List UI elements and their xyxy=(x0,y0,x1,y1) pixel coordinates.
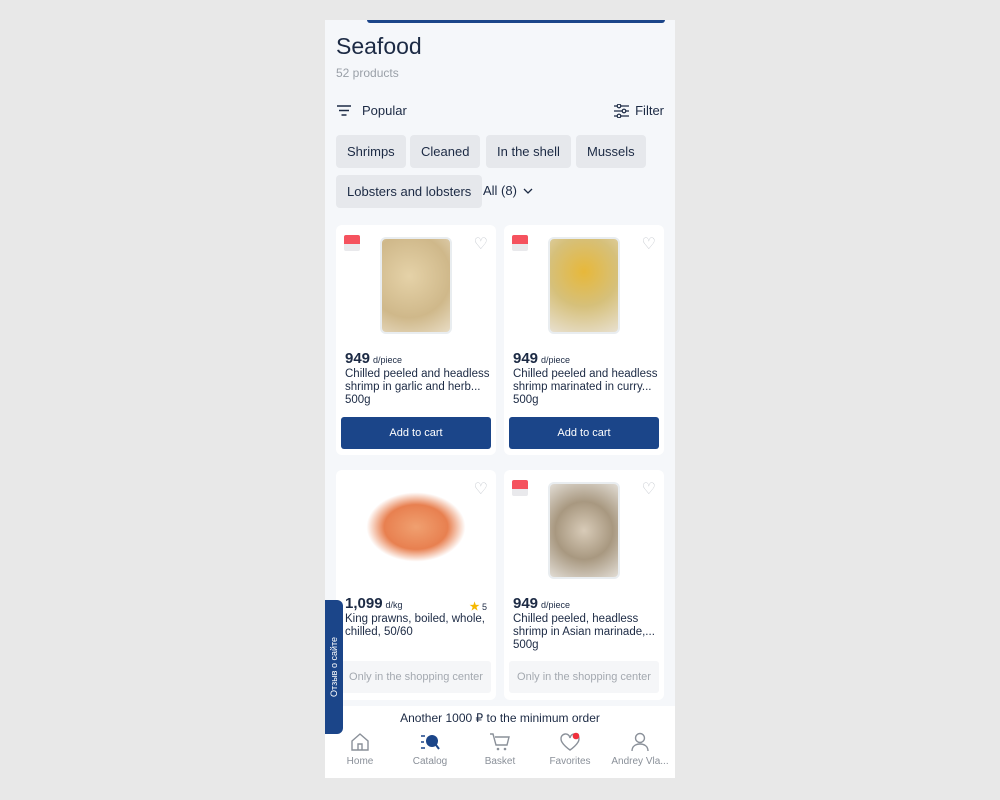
nav-basket[interactable]: Basket xyxy=(465,732,535,767)
catalog-icon xyxy=(421,735,440,750)
add-to-cart-button[interactable]: Add to cart xyxy=(341,417,491,449)
nav-favorites[interactable]: Favorites xyxy=(535,732,605,767)
product-card[interactable]: ♡ 949 d/piece Chilled peeled and headless… xyxy=(336,225,496,455)
min-order-notice: Another 1000 ₽ to the minimum order xyxy=(400,711,600,725)
product-name: Chilled peeled and headless shrimp marin… xyxy=(513,368,658,406)
filter-label: Filter xyxy=(635,103,664,118)
nav-home[interactable]: Home xyxy=(325,732,395,767)
product-image xyxy=(548,237,620,334)
all-label: All (8) xyxy=(483,183,517,198)
product-image xyxy=(548,482,620,579)
product-price: 949 d/piece xyxy=(513,350,571,367)
sort-icon xyxy=(337,105,351,116)
filter-button[interactable]: Filter xyxy=(614,103,664,118)
product-rating: ★ 5 xyxy=(469,601,487,613)
favorite-heart-icon[interactable]: ♡ xyxy=(473,481,488,498)
product-count: 52 products xyxy=(336,66,399,80)
product-price: 1,099 d/kg xyxy=(345,595,403,612)
availability-note: Only in the shopping center xyxy=(341,661,491,693)
favorite-heart-icon[interactable]: ♡ xyxy=(641,481,656,498)
all-categories-toggle[interactable]: All (8) xyxy=(483,183,533,198)
product-card[interactable]: ♡ 1,099 d/kg ★ 5 King prawns, boiled, who… xyxy=(336,470,496,700)
product-image xyxy=(366,492,466,562)
feedback-tab[interactable]: Отзыв о сайте xyxy=(325,600,343,734)
product-image xyxy=(380,237,452,334)
product-name: King prawns, boiled, whole, chilled, 50/… xyxy=(345,613,485,638)
star-icon: ★ xyxy=(469,601,480,613)
chip-cleaned[interactable]: Cleaned xyxy=(410,135,481,168)
favorite-heart-icon[interactable]: ♡ xyxy=(641,236,656,253)
chevron-down-icon xyxy=(523,188,533,194)
product-name: Chilled peeled and headless shrimp in ga… xyxy=(345,368,490,406)
promo-badge xyxy=(344,235,360,251)
app-screen: Seafood 52 products Popular Filter Shrim… xyxy=(325,20,675,778)
nav-catalog[interactable]: Catalog xyxy=(395,732,465,767)
top-indicator xyxy=(367,20,665,23)
product-card[interactable]: ♡ 949 d/piece Chilled peeled, headless sh… xyxy=(504,470,664,700)
sort-label: Popular xyxy=(362,103,407,118)
heart-icon xyxy=(560,732,580,751)
cart-icon xyxy=(490,733,510,751)
favorite-heart-icon[interactable]: ♡ xyxy=(473,236,488,253)
availability-note: Only in the shopping center xyxy=(509,661,659,693)
chip-mussels[interactable]: Mussels xyxy=(576,135,646,168)
product-card[interactable]: ♡ 949 d/piece Chilled peeled and headless… xyxy=(504,225,664,455)
product-price: 949 d/piece xyxy=(513,595,571,612)
chip-shrimps[interactable]: Shrimps xyxy=(336,135,406,168)
bottom-bar: Another 1000 ₽ to the minimum order Home… xyxy=(325,706,675,778)
promo-badge xyxy=(512,235,528,251)
product-price: 949 d/piece xyxy=(345,350,403,367)
promo-badge xyxy=(512,480,528,496)
add-to-cart-button[interactable]: Add to cart xyxy=(509,417,659,449)
chip-in-the-shell[interactable]: In the shell xyxy=(486,135,571,168)
user-icon xyxy=(631,732,649,752)
sort-button[interactable]: Popular xyxy=(337,103,407,118)
page-title: Seafood xyxy=(336,33,422,59)
nav-profile[interactable]: Andrey Vla... xyxy=(605,732,675,767)
chip-lobsters[interactable]: Lobsters and lobsters xyxy=(336,175,483,208)
filter-icon xyxy=(614,103,630,118)
home-icon xyxy=(351,733,369,751)
product-name: Chilled peeled, headless shrimp in Asian… xyxy=(513,613,655,651)
